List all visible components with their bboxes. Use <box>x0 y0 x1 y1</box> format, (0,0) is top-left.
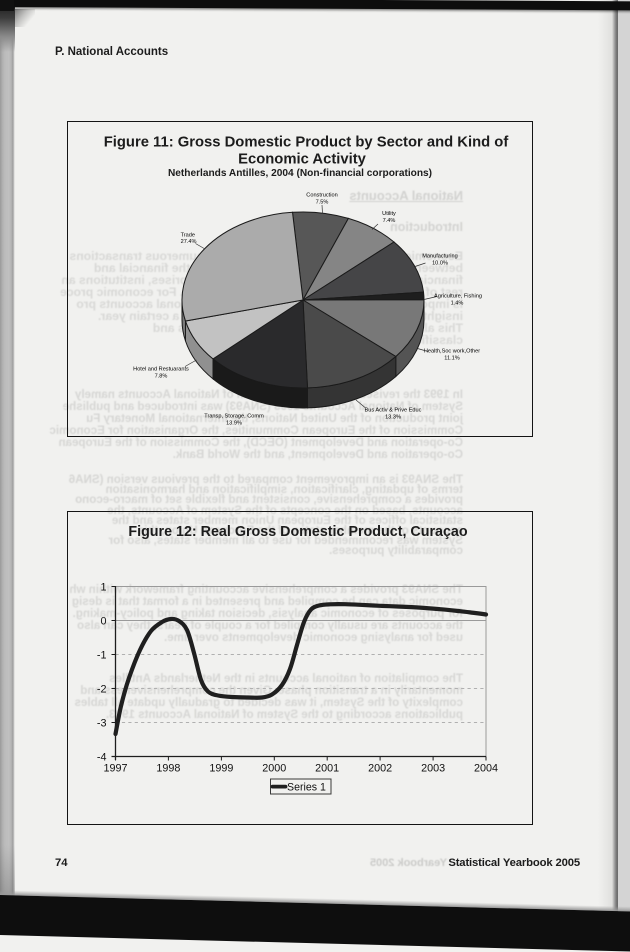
svg-text:13.3%: 13.3% <box>385 414 401 420</box>
svg-text:0: 0 <box>100 615 106 627</box>
svg-text:2004: 2004 <box>474 763 498 775</box>
svg-text:Construction: Construction <box>306 193 337 199</box>
svg-text:1998: 1998 <box>156 763 180 775</box>
svg-text:-1: -1 <box>97 649 107 661</box>
svg-text:7.8%: 7.8% <box>155 373 168 379</box>
svg-text:11.1%: 11.1% <box>444 355 459 361</box>
svg-text:13.9%: 13.9% <box>226 420 242 426</box>
svg-text:Netherlands Antilles, 2004 (No: Netherlands Antilles, 2004 (Non-financia… <box>168 168 432 179</box>
svg-text:27.4%: 27.4% <box>181 239 197 245</box>
svg-text:Hotel and Restuarants: Hotel and Restuarants <box>133 367 189 373</box>
svg-text:-4: -4 <box>97 751 107 763</box>
svg-text:7.5%: 7.5% <box>316 199 329 205</box>
svg-text:-3: -3 <box>97 717 107 729</box>
svg-text:1.4%: 1.4% <box>451 300 464 306</box>
svg-text:2001: 2001 <box>315 763 339 775</box>
svg-text:-2: -2 <box>97 683 107 695</box>
svg-text:7.4%: 7.4% <box>383 218 396 224</box>
svg-text:Series 1: Series 1 <box>287 781 326 793</box>
svg-text:Health,Soc work,Other: Health,Soc work,Other <box>424 349 480 355</box>
svg-text:1999: 1999 <box>209 763 233 775</box>
svg-text:Trade: Trade <box>181 232 195 238</box>
svg-text:1997: 1997 <box>103 763 127 775</box>
svg-text:Figure 12: Real Gross Domestic: Figure 12: Real Gross Domestic Product, … <box>128 524 468 540</box>
svg-text:Economic Activity: Economic Activity <box>238 152 366 168</box>
svg-text:Transp, Storage, Comm: Transp, Storage, Comm <box>204 414 264 420</box>
svg-text:Manufacturing: Manufacturing <box>422 254 457 260</box>
svg-text:Figure 11: Gross Domestic Prod: Figure 11: Gross Domestic Product by Sec… <box>104 135 509 151</box>
svg-text:2002: 2002 <box>368 763 392 775</box>
svg-text:10.0%: 10.0% <box>432 260 448 266</box>
svg-text:Utility: Utility <box>382 211 396 217</box>
svg-text:1: 1 <box>100 581 106 593</box>
svg-text:2003: 2003 <box>421 763 445 775</box>
svg-text:2000: 2000 <box>262 763 286 775</box>
svg-text:Bus Activ & Prive Educ: Bus Activ & Prive Educ <box>365 408 422 414</box>
svg-text:Agriculture, Fishing: Agriculture, Fishing <box>434 294 482 300</box>
